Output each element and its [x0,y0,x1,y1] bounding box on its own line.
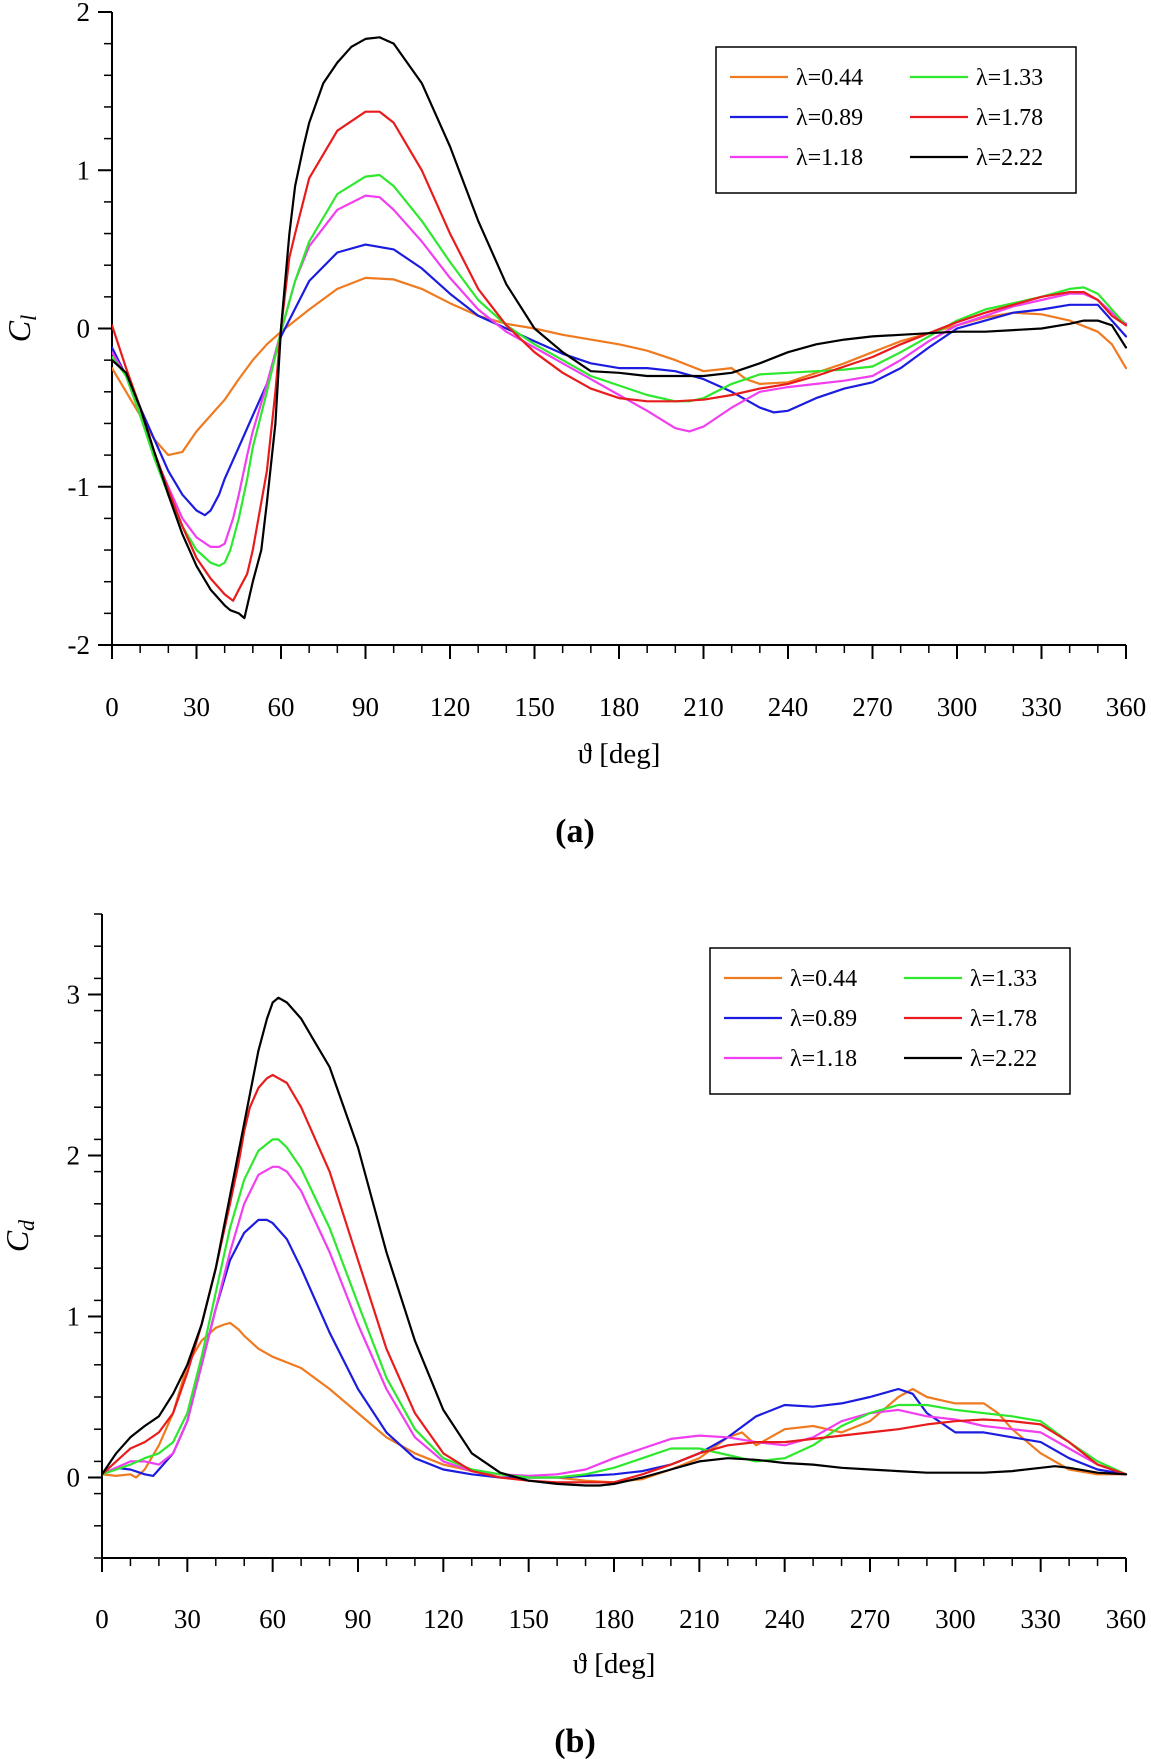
panel-label: (b) [554,1723,596,1759]
series-line-λ=1.78 [112,110,1128,602]
x-axis-title: ϑ [deg] [573,1648,656,1680]
series-line-λ=1.18 [102,1165,1128,1478]
series-line-λ=2.22 [102,996,1128,1487]
y-tick-label: -2 [68,630,91,660]
legend-label: λ=0.89 [790,1006,857,1032]
x-tick-label: 30 [183,692,210,722]
x-tick-label: 300 [937,692,978,722]
x-tick-label: 90 [345,1604,372,1634]
legend-label: λ=1.18 [790,1046,857,1072]
series-line-λ=0.89 [112,243,1128,517]
legend-label: λ=0.44 [790,966,857,992]
x-tick-label: 180 [594,1604,635,1634]
x-tick-label: 30 [174,1604,201,1634]
legend-label: λ=1.18 [796,145,863,171]
x-tick-label: 360 [1106,692,1147,722]
series-line-λ=1.33 [102,1138,1128,1479]
x-tick-label: 60 [268,692,295,722]
series-line-λ=1.33 [112,173,1128,568]
x-tick-label: 150 [508,1604,549,1634]
y-axis-title-sub: l [16,315,41,321]
series-line-λ=0.89 [102,1218,1128,1479]
y-tick-label: 2 [77,0,91,27]
series-line-λ=0.44 [112,276,1128,457]
series-line-λ=1.18 [112,194,1128,549]
legend-label: λ=2.22 [970,1046,1037,1072]
legend-label: λ=0.89 [796,105,863,131]
x-tick-label: 0 [95,1604,109,1634]
panel-label: (a) [555,813,595,850]
x-tick-label: 180 [599,692,640,722]
x-tick-label: 240 [768,692,809,722]
y-tick-label: 1 [77,155,91,185]
y-tick-label: 1 [67,1302,81,1332]
y-tick-label: 2 [67,1141,81,1171]
series-line-λ=2.22 [112,36,1128,620]
y-axis-title: Cl [1,315,41,342]
x-tick-label: 270 [850,1604,891,1634]
legend-label: λ=1.78 [976,105,1043,131]
y-axis-title-sub: d [14,1219,39,1231]
legend-label: λ=2.22 [976,145,1043,171]
x-tick-label: 330 [1021,692,1062,722]
x-tick-label: 330 [1020,1604,1061,1634]
y-tick-label: 0 [67,1463,81,1493]
legend: λ=0.44 λ=0.89 λ=1.18 λ=1.33 λ=1.78 λ=2.22 [709,947,1071,1095]
x-axis-title: ϑ [deg] [578,738,661,770]
legend-label: λ=0.44 [796,65,863,91]
panel-a: 0 30 60 90 120 150 180 210 240 270 300 330 360 -2 -1 0 1… [1,0,1146,850]
x-tick-label: 300 [935,1604,976,1634]
x-tick-label: 0 [105,692,119,722]
panel-b: 0 30 60 90 120 150 180 210 240 270 300 330 360 0 1 2 3 ϑ … [0,913,1147,1759]
x-tick-label: 60 [259,1604,286,1634]
y-tick-label: -1 [68,472,91,502]
y-axis-title-main: C [0,1230,35,1252]
series-group [112,36,1128,620]
legend-label: λ=1.78 [970,1006,1037,1032]
x-tick-label: 210 [683,692,724,722]
x-tick-label: 150 [514,692,555,722]
series-line-λ=1.78 [102,1073,1128,1484]
x-tick-label: 90 [352,692,379,722]
y-axis-title: Cd [0,1219,39,1252]
legend: λ=0.44 λ=0.89 λ=1.18 λ=1.33 λ=1.78 λ=2.22 [715,46,1077,194]
x-tick-label: 120 [430,692,471,722]
legend-box [715,46,1077,194]
x-tick-label: 210 [679,1604,720,1634]
x-tick-label: 120 [423,1604,464,1634]
series-group [102,996,1128,1487]
y-tick-label: 3 [67,980,81,1010]
x-tick-label: 360 [1106,1604,1147,1634]
x-tick-label: 270 [852,692,893,722]
x-tick-label: 240 [764,1604,805,1634]
legend-label: λ=1.33 [976,65,1043,91]
y-axis-title-main: C [1,320,37,342]
legend-label: λ=1.33 [970,966,1037,992]
legend-box [709,947,1071,1095]
y-tick-label: 0 [77,314,91,344]
